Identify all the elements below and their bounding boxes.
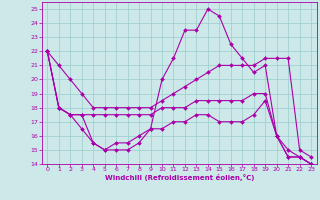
X-axis label: Windchill (Refroidissement éolien,°C): Windchill (Refroidissement éolien,°C) (105, 174, 254, 181)
